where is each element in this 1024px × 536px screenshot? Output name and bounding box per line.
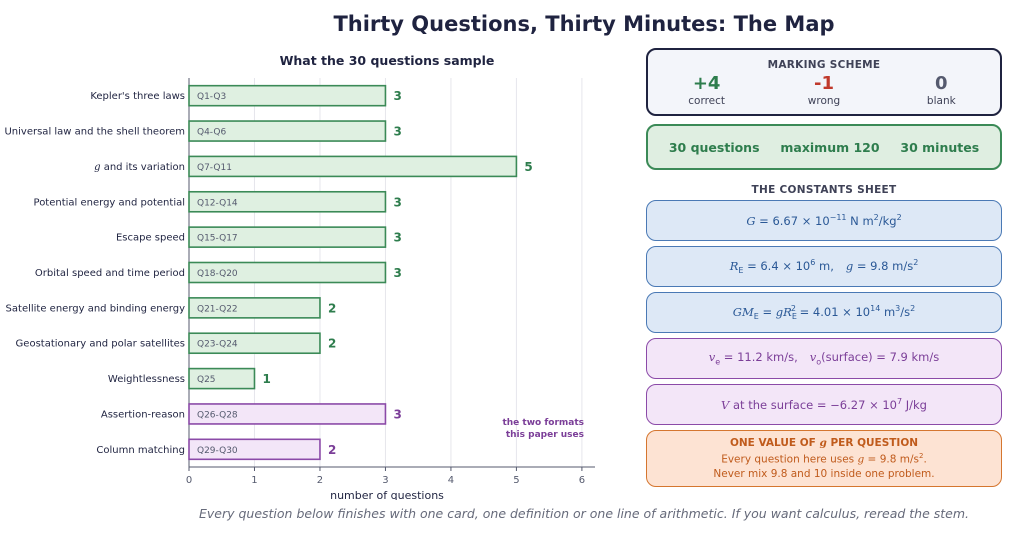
bar — [188, 190, 387, 213]
bar-value-label: 2 — [328, 443, 336, 457]
y-tick-label: Orbital speed and time period — [35, 268, 185, 279]
score-blank-value: 0 — [935, 73, 948, 94]
y-tick-label: Geostationary and polar satellites — [16, 339, 185, 350]
constant-card-GME: GME = gRE2 = 4.01 × 1014 m3/s2 — [646, 292, 1002, 333]
score-correct-label: correct — [688, 95, 726, 107]
bar-value-label: 3 — [393, 266, 401, 280]
bar-range-label: Q15-Q17 — [197, 234, 238, 244]
y-tick-label: Potential energy and potential — [34, 197, 185, 208]
g-note-title: ONE VALUE OF g PER QUESTION — [729, 436, 919, 449]
y-tick-label: Escape speed — [116, 233, 185, 244]
x-axis-label: number of questions — [330, 489, 444, 500]
x-tick-label: 2 — [317, 475, 323, 486]
page-title: Thirty Questions, Thirty Minutes: The Ma… — [333, 12, 835, 36]
bar — [188, 84, 387, 107]
bar-range-label: Q25 — [197, 375, 216, 385]
bar — [188, 332, 321, 355]
constant-card-potential: V at the surface = −6.27 × 107 J/kg — [646, 384, 1002, 425]
score-correct-value: +4 — [692, 73, 721, 94]
bar-value-label: 3 — [393, 231, 401, 245]
footer-note: Every question below finishes with one c… — [198, 506, 970, 521]
bar — [188, 120, 387, 142]
constant-card-speeds: ve = 11.2 km/s, vo(surface) = 7.9 km/s — [646, 338, 1002, 379]
y-tick-label: Satellite energy and binding energy — [6, 303, 186, 314]
score-wrong: -1 wrong — [769, 73, 879, 107]
bar-range-label: Q7-Q11 — [197, 163, 232, 173]
summary-questions: 30 questions — [668, 139, 760, 155]
format-annotation-line-1: the two formats — [502, 418, 584, 428]
score-blank-label: blank — [926, 95, 956, 107]
x-tick-label: 5 — [513, 475, 519, 486]
bar-range-label: Q26-Q28 — [197, 410, 238, 420]
marking-scheme-card: MARKING SCHEME +4 correct -1 wrong 0 bla… — [646, 48, 1002, 116]
bar-value-label: 1 — [262, 372, 270, 386]
summary-time: 30 minutes — [900, 139, 980, 155]
summary-maximum: maximum 120 — [780, 139, 880, 155]
constant-card-G: G = 6.67 × 10−11 N m2/kg2 — [646, 200, 1002, 241]
bar-value-label: 5 — [524, 160, 532, 174]
y-tick-label: Universal law and the shell theorem — [4, 127, 185, 138]
x-tick-label: 0 — [186, 475, 192, 486]
score-wrong-value: -1 — [813, 73, 834, 94]
bar-range-label: Q4-Q6 — [197, 128, 226, 138]
y-tick-label: g and its variation — [94, 162, 185, 173]
marking-scheme-title: MARKING SCHEME — [767, 59, 881, 71]
chart-title: What the 30 questions sample — [280, 53, 495, 68]
bar-value-label: 2 — [328, 301, 336, 315]
g-value-note-card: ONE VALUE OF g PER QUESTION Every questi… — [646, 430, 1002, 487]
constant-radius-equation: RE = 6.4 × 106 m, g = 9.8 m/s2 — [729, 257, 919, 276]
constant-card-radius: RE = 6.4 × 106 m, g = 9.8 m/s2 — [646, 246, 1002, 287]
score-wrong-label: wrong — [807, 95, 841, 107]
x-tick-label: 6 — [579, 475, 585, 486]
constant-GME-equation: GME = gRE2 = 4.01 × 1014 m3/s2 — [732, 303, 916, 322]
x-tick-label: 1 — [251, 475, 257, 486]
bar — [188, 155, 518, 178]
y-tick-label: Column matching — [96, 445, 185, 456]
bar-value-label: 3 — [393, 125, 401, 139]
g-note-line-1: Every question here uses g = 9.8 m/s2. — [721, 451, 927, 466]
constant-G-equation: G = 6.67 × 10−11 N m2/kg2 — [746, 213, 902, 228]
y-tick-label: Kepler's three laws — [90, 91, 185, 102]
constant-speeds-equation: ve = 11.2 km/s, vo(surface) = 7.9 km/s — [708, 350, 940, 367]
x-tick-label: 3 — [382, 475, 388, 486]
x-tick-label: 4 — [448, 475, 454, 486]
paper-summary-card: 30 questions maximum 120 30 minutes — [646, 124, 1002, 170]
bar — [188, 297, 321, 319]
bar-range-label: Q12-Q14 — [197, 198, 238, 208]
bar-chart: What the 30 questions sample 0 1 2 3 4 5 6 numbe… — [4, 53, 595, 500]
bar-value-label: 3 — [393, 195, 401, 209]
bar-range-label: Q21-Q22 — [197, 304, 238, 314]
bar — [188, 367, 256, 390]
bar-range-label: Q1-Q3 — [197, 92, 226, 102]
constants-sheet-title: THE CONSTANTS SHEET — [751, 184, 897, 196]
bar — [188, 261, 387, 284]
constant-potential-equation: V at the surface = −6.27 × 107 J/kg — [721, 397, 927, 412]
score-correct: +4 correct — [652, 73, 762, 107]
y-tick-label: Assertion-reason — [101, 409, 185, 420]
bar — [188, 226, 387, 248]
format-annotation-line-2: this paper uses — [506, 430, 584, 440]
y-tick-label: Weightlessness — [108, 374, 185, 385]
bar — [188, 438, 321, 461]
bar-value-label: 2 — [328, 337, 336, 351]
bar-range-label: Q18-Q20 — [197, 269, 238, 279]
score-blank: 0 blank — [886, 73, 996, 107]
bar — [188, 403, 387, 425]
g-note-line-2: Never mix 9.8 and 10 inside one problem. — [713, 468, 935, 481]
bar-value-label: 3 — [393, 407, 401, 421]
bar-range-label: Q23-Q24 — [197, 340, 238, 350]
bar-range-label: Q29-Q30 — [197, 446, 238, 456]
bar-value-label: 3 — [393, 89, 401, 103]
